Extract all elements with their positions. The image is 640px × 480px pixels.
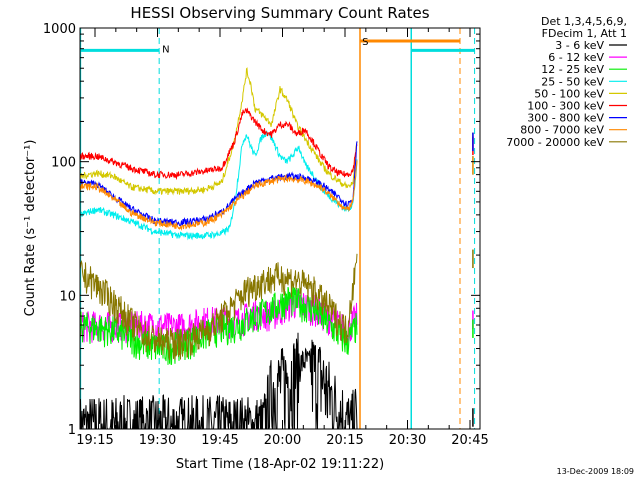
y-axis-ticks: 1 10 100 1000 [43, 22, 480, 438]
generation-timestamp: 13-Dec-2009 18:09 [557, 467, 634, 476]
x-tick-label: 20:45 [451, 433, 488, 448]
y-axis-label: Count Rate (s⁻¹ detector⁻¹) [23, 140, 38, 317]
legend-label: 800 - 7000 keV [520, 124, 604, 137]
series-line [79, 253, 358, 360]
legend-label: 100 - 300 keV [527, 100, 604, 113]
series-line [79, 130, 358, 241]
y-tick-label: 1000 [43, 22, 76, 37]
plot-frame [79, 27, 481, 430]
legend-label: 50 - 100 keV [534, 87, 604, 100]
series-line [79, 107, 358, 181]
series-line [79, 160, 358, 232]
x-axis-label: Start Time (18-Apr-02 19:11:22) [176, 457, 384, 472]
plot-area [79, 28, 476, 430]
legend-label: 7000 - 20000 keV [506, 136, 604, 149]
x-tick-label: 19:15 [76, 433, 113, 448]
x-tick-label: 19:30 [139, 433, 176, 448]
chart-title: HESSI Observing Summary Count Rates [130, 4, 429, 22]
y-tick-label: 1 [68, 423, 76, 438]
x-axis-ticks: 19:15 19:30 19:45 20:00 20:15 20:30 20:45 [76, 28, 489, 448]
annotations: NS [162, 37, 368, 56]
x-tick-label: 19:45 [201, 433, 238, 448]
legend-label: 3 - 6 keV [555, 39, 604, 52]
x-tick-label: 20:15 [326, 433, 363, 448]
series-line [79, 67, 358, 196]
y-tick-label: 10 [59, 289, 76, 304]
legend-header: Det 1,3,4,5,6,9, [541, 15, 627, 28]
legend-label: 300 - 800 keV [527, 112, 604, 125]
annotation-label: S [362, 37, 368, 48]
x-tick-label: 20:00 [264, 433, 301, 448]
legend-header: FDecim 1, Att 1 [542, 27, 627, 40]
legend: Det 1,3,4,5,6,9,FDecim 1, Att 13 - 6 keV… [506, 15, 627, 149]
annotation-label: N [162, 45, 169, 56]
legend-label: 6 - 12 keV [548, 51, 604, 64]
legend-label: 12 - 25 keV [541, 63, 604, 76]
series-line [79, 141, 358, 227]
x-tick-label: 20:30 [389, 433, 426, 448]
legend-label: 25 - 50 keV [541, 75, 604, 88]
y-tick-label: 100 [51, 156, 76, 171]
